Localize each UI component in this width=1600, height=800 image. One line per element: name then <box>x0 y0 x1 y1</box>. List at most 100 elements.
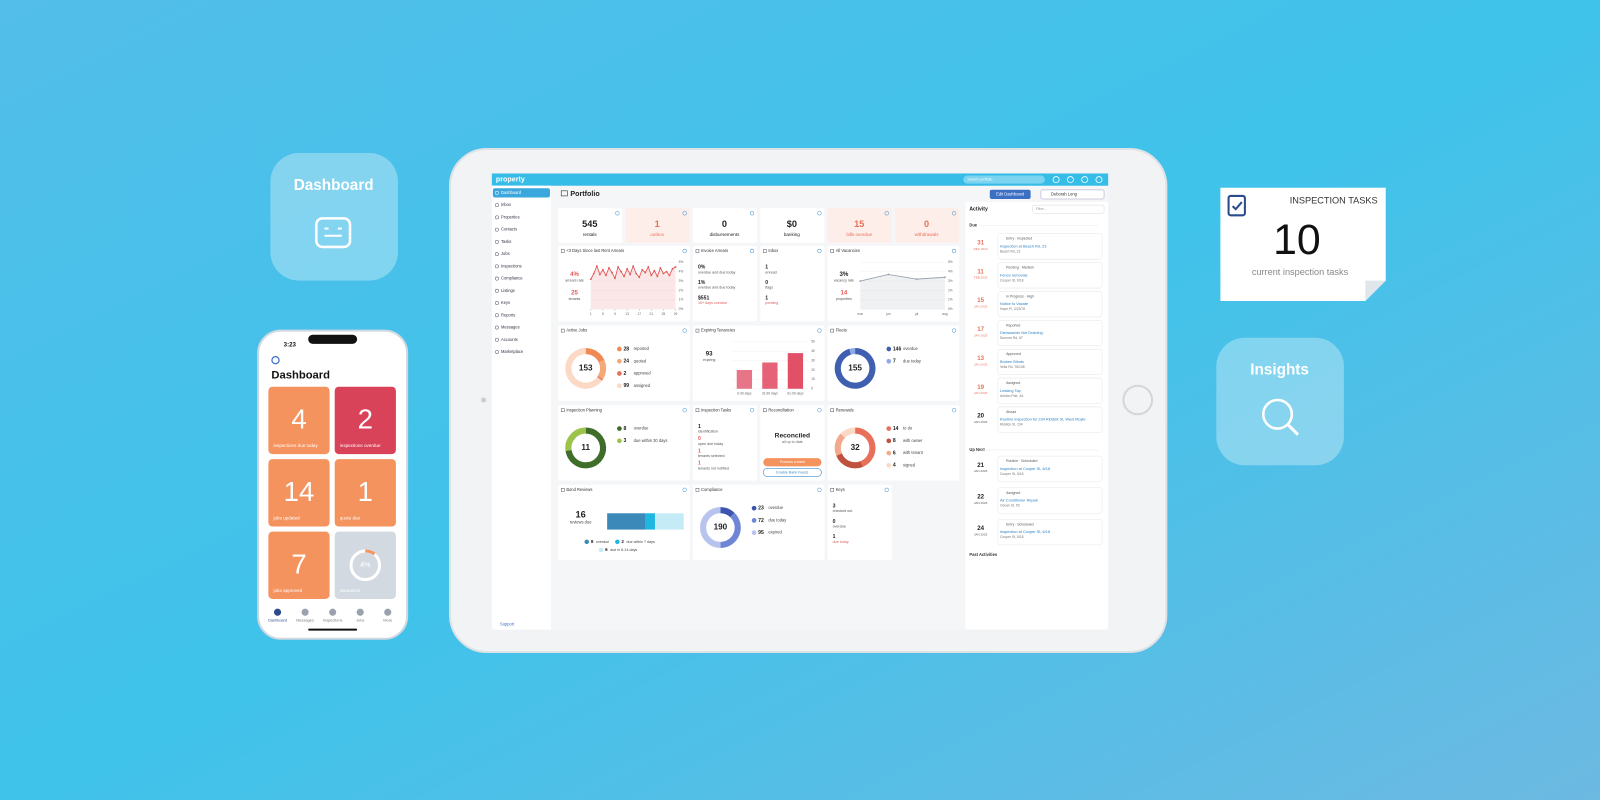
legend-value: 7 <box>893 359 896 365</box>
info-icon <box>817 328 822 333</box>
activity-card[interactable] <box>997 233 1103 260</box>
phone-tile[interactable] <box>334 459 396 527</box>
nav-label[interactable]: More <box>383 617 392 622</box>
item-value: 1 <box>698 448 701 454</box>
widget <box>760 245 825 322</box>
nav-label[interactable]: Inspections <box>323 617 343 622</box>
kpi-label: outbox <box>650 232 664 237</box>
item-value: 1 <box>698 424 701 430</box>
activity-card[interactable] <box>997 320 1103 347</box>
activity-month: FEB 2025 <box>974 276 988 280</box>
activity-day: 21 <box>977 462 984 469</box>
kpi-card <box>760 208 825 243</box>
legend-dot <box>598 547 604 553</box>
activity-card[interactable] <box>997 519 1103 546</box>
edit-button[interactable] <box>989 189 1031 199</box>
item-value: 1 <box>698 461 701 467</box>
legend-dot <box>617 383 622 389</box>
phone-tile[interactable] <box>334 386 396 455</box>
item-value: 3 <box>833 503 836 509</box>
nav-item[interactable]: Inbox <box>501 202 511 207</box>
nav-item[interactable]: Compliance <box>501 276 523 281</box>
nav-label[interactable]: Messages <box>296 617 314 622</box>
point <box>943 276 946 279</box>
x-tick-label: mar <box>857 312 864 316</box>
nav-item[interactable]: Keys <box>501 300 510 305</box>
nav-item[interactable]: Marketplace <box>501 349 524 354</box>
user-select[interactable] <box>1040 189 1105 200</box>
clipboard-check <box>1231 201 1243 211</box>
activity-month: JAN 2025 <box>974 305 988 309</box>
line <box>860 273 945 282</box>
donut-total: 153 <box>579 364 593 373</box>
nav-item[interactable]: Properties <box>501 214 520 219</box>
activity-tags: Ahead <box>1006 410 1016 414</box>
nav-item[interactable]: Dashboard <box>501 190 521 195</box>
kpi-value: 0 <box>722 219 727 229</box>
info-icon <box>817 211 822 216</box>
status: Reconciled <box>775 432 810 439</box>
phone-tile[interactable] <box>268 386 330 455</box>
activity-card[interactable] <box>997 291 1103 318</box>
activity-address: Cooper St, 6/18 <box>1000 472 1024 476</box>
phone-tile[interactable] <box>334 531 396 599</box>
button[interactable] <box>763 458 822 467</box>
legend-label: due in 8-14 days <box>610 548 637 552</box>
legend-label: overdue <box>596 540 609 544</box>
point <box>665 270 668 273</box>
legend-value: 3 <box>623 438 626 444</box>
legend-dot <box>751 530 757 535</box>
label: INSPECTION TASKS <box>1290 195 1378 205</box>
nav-item[interactable]: Accounts <box>501 337 518 342</box>
info-icon <box>682 248 687 254</box>
button[interactable] <box>762 468 822 477</box>
activity-card[interactable] <box>997 406 1103 433</box>
activity-card[interactable] <box>997 455 1103 482</box>
legend-label: assigned <box>634 383 650 388</box>
nav-item[interactable]: Messages <box>501 325 520 330</box>
card-title: Dashboard <box>294 177 374 194</box>
search-box[interactable] <box>963 175 1045 184</box>
x-tick-label: aug <box>942 312 948 316</box>
nav-item[interactable]: Jobs <box>501 251 510 256</box>
donut-total: 32 <box>851 443 861 452</box>
legend-value: 24 <box>623 359 629 365</box>
nav-label[interactable]: Dashboard <box>268 617 287 622</box>
nav-item[interactable]: Inspections <box>501 263 522 268</box>
legend-value: 72 <box>758 518 764 524</box>
phone-notch <box>308 334 358 344</box>
nav-item[interactable]: Listings <box>501 288 515 293</box>
point <box>656 275 659 278</box>
filter-box[interactable] <box>1032 204 1105 214</box>
legend-dot <box>617 358 622 364</box>
activity-card[interactable] <box>997 377 1103 404</box>
activity-card[interactable] <box>997 348 1103 375</box>
stat-value: 25 <box>571 289 578 296</box>
donut-total: 11 <box>581 443 590 452</box>
phone-tile[interactable] <box>268 459 330 527</box>
nav-icon <box>273 608 282 616</box>
nav-item[interactable]: Tasks <box>501 239 511 244</box>
phone-tile[interactable] <box>268 531 330 599</box>
activity-card[interactable] <box>997 487 1103 514</box>
point <box>595 265 598 267</box>
bar <box>736 370 753 389</box>
widget-title: Invoice Arrears <box>701 248 728 253</box>
legend-dot <box>886 426 892 431</box>
nav-item[interactable]: Contacts <box>501 227 517 232</box>
button-label: Edit Dashboard <box>996 191 1024 196</box>
nav-icon <box>495 301 499 305</box>
activity-card[interactable] <box>997 262 1103 289</box>
support-link[interactable]: Support <box>500 622 515 627</box>
y-tick-label: 10 <box>811 377 815 381</box>
legend-dot <box>751 505 757 511</box>
nav-item[interactable]: Reports <box>501 312 515 317</box>
item-label: overdue <box>833 524 846 528</box>
activity-address: Cooper St, 6/18 <box>1000 535 1024 539</box>
nav-label[interactable]: Jobs <box>356 617 364 622</box>
kpi-card <box>625 208 690 243</box>
y-tick-label: 40 <box>811 349 815 353</box>
y-tick-label: 5% <box>679 260 684 264</box>
kpi-card <box>827 208 892 243</box>
legend-value: 4 <box>893 463 896 469</box>
